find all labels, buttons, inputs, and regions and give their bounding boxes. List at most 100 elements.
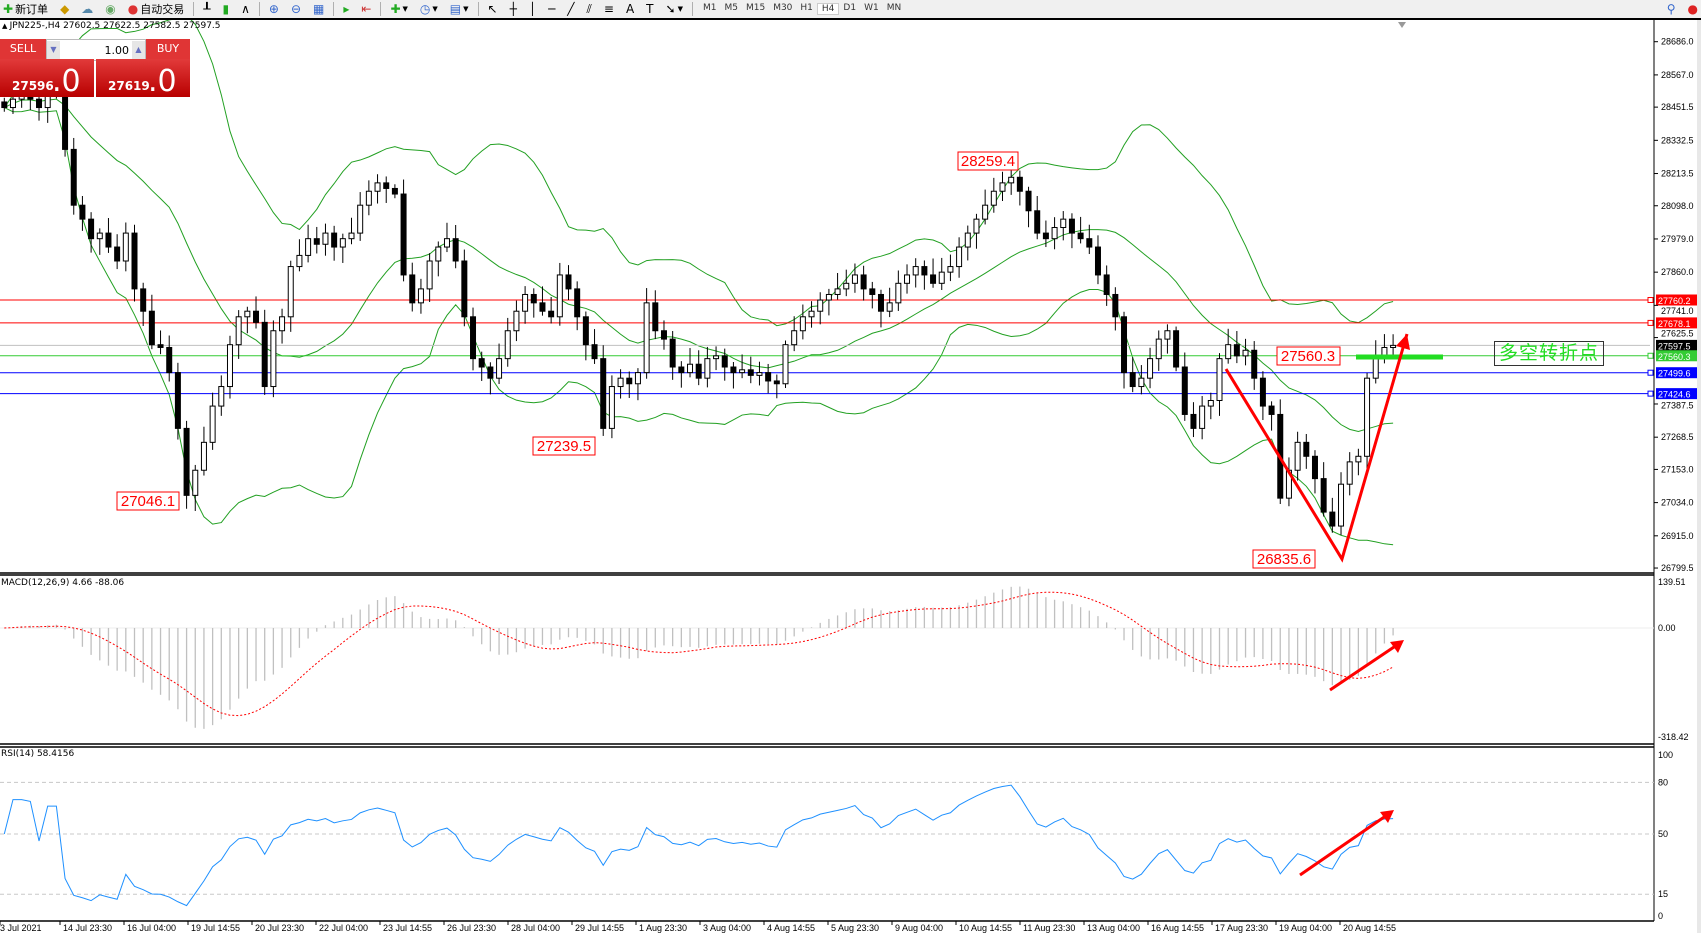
timeframe-m30[interactable]: M30 xyxy=(773,3,793,13)
notification-icon: ● xyxy=(1687,2,1698,16)
time-tick-label: 16 Jul 04:00 xyxy=(127,923,176,933)
lot-size-stepper[interactable]: ▼ ▲ xyxy=(46,39,146,61)
autoscroll-button[interactable]: ▸ xyxy=(340,1,352,17)
auto-trading-button[interactable]: ● 自动交易 xyxy=(125,1,187,17)
rsi-arrow[interactable] xyxy=(1299,811,1391,877)
buy-price-button[interactable]: 27619 .0 xyxy=(96,59,190,99)
signals-button[interactable]: ◉ xyxy=(102,1,118,17)
time-tick-label: 10 Aug 14:55 xyxy=(959,923,1012,933)
price-tick-label: 27034.0 xyxy=(1661,498,1694,508)
toolbar: ✚ 新订单 ◆ ☁ ◉ ● 自动交易 ┸ ▮ ∧ ⊕ ⊖ ▦ ▸ ⇤ ✚ ▼ ◷ ▼ ▤… xyxy=(0,0,1701,20)
horizontal-line-button[interactable]: ─ xyxy=(545,1,558,17)
rsi-tick-label: 15 xyxy=(1658,889,1668,899)
sell-price: 27596 xyxy=(12,79,54,93)
lot-increase-button[interactable]: ▲ xyxy=(132,41,145,59)
channel-icon: ⫽ xyxy=(586,2,592,16)
templates-button[interactable]: ▤ ▼ xyxy=(447,1,472,17)
text-button[interactable]: A xyxy=(623,1,637,17)
vertical-line-button[interactable]: │ xyxy=(526,1,539,17)
cursor-button[interactable]: ↖ xyxy=(485,1,501,17)
text-label-button[interactable]: T xyxy=(643,1,656,17)
price-tick-label: 26799.5 xyxy=(1661,563,1694,573)
timeframe-mn[interactable]: MN xyxy=(886,3,902,13)
label-low1[interactable]: 27046.1 xyxy=(116,491,180,511)
mailbox-button[interactable]: ☁ xyxy=(78,1,96,17)
new-order-label: 新订单 xyxy=(15,3,49,16)
time-tick-label: 14 Jul 23:30 xyxy=(63,923,112,933)
zoom-in-button[interactable]: ⊕ xyxy=(266,1,282,17)
candle-bull xyxy=(556,274,563,318)
zoom-out-button[interactable]: ⊖ xyxy=(288,1,304,17)
label-low2[interactable]: 27239.5 xyxy=(532,436,596,456)
candle-bull xyxy=(1242,349,1249,357)
candle-bear xyxy=(600,358,607,429)
candle-bear xyxy=(539,302,546,312)
sell-button[interactable]: SELL xyxy=(0,39,46,60)
candle-bull xyxy=(973,218,980,234)
line-chart-button[interactable]: ∧ xyxy=(238,1,253,17)
trendline-button[interactable]: ╱ xyxy=(564,1,577,17)
pivot-text-label[interactable]: 多空转折点 xyxy=(1494,341,1604,366)
label-low3[interactable]: 26835.6 xyxy=(1252,549,1316,569)
new-order-button[interactable]: ✚ 新订单 xyxy=(0,1,51,17)
candle-bull xyxy=(322,232,329,245)
search-button[interactable]: ⚲ xyxy=(1664,1,1679,17)
label-high[interactable]: 28259.4 xyxy=(957,151,1019,171)
chart-shift-button[interactable]: ⇤ xyxy=(358,1,374,17)
notifications-button[interactable]: ● xyxy=(1685,1,1701,17)
time-tick-label: 3 Aug 04:00 xyxy=(703,923,751,933)
candle-bull xyxy=(96,232,103,240)
candle-bear xyxy=(1259,377,1266,407)
grid-icon: ▦ xyxy=(313,2,325,16)
candle-bear xyxy=(574,288,581,318)
candle-bull xyxy=(279,316,286,332)
periods-button[interactable]: ◷ ▼ xyxy=(417,1,441,17)
plus-icon: ✚ xyxy=(3,2,14,16)
bar-chart-button[interactable]: ┸ xyxy=(200,1,213,17)
timeframe-h1[interactable]: H1 xyxy=(800,3,813,13)
timeframe-m1[interactable]: M1 xyxy=(702,3,717,13)
fibonacci-button[interactable]: ≡ xyxy=(601,1,617,17)
collapse-icon[interactable]: ▲ xyxy=(2,22,10,30)
lot-size-input[interactable] xyxy=(60,43,132,57)
buy-button[interactable]: BUY xyxy=(146,39,190,60)
candle-bear xyxy=(1329,511,1336,527)
timeframe-d1[interactable]: D1 xyxy=(843,3,857,13)
timeframe-h4[interactable]: H4 xyxy=(816,3,840,15)
lot-decrease-button[interactable]: ▼ xyxy=(47,41,60,59)
candle-bull xyxy=(496,358,503,379)
candle-bear xyxy=(652,302,659,332)
candle-bull xyxy=(1355,455,1362,463)
indicators-button[interactable]: ✚ ▼ xyxy=(387,1,410,17)
v-reversal-arrow[interactable] xyxy=(1224,333,1409,563)
candle-bull xyxy=(209,405,216,443)
rsi-tick-label: 100 xyxy=(1658,750,1673,760)
divider xyxy=(477,2,479,16)
arrows-button[interactable]: ➘ ▼ xyxy=(663,1,686,17)
time-tick-label: 20 Aug 14:55 xyxy=(1343,923,1396,933)
candle-bull xyxy=(990,190,997,206)
timeframe-w1[interactable]: W1 xyxy=(864,3,879,13)
book-icon: ◆ xyxy=(60,2,70,16)
horizontal-levels[interactable]: 27760.227678.127597.527560.327499.627424… xyxy=(0,294,1699,400)
metaeditor-button[interactable]: ◆ xyxy=(57,1,72,17)
level-price-tag xyxy=(1656,388,1699,400)
candle-chart-button[interactable]: ▮ xyxy=(220,1,233,17)
timeframe-m5[interactable]: M5 xyxy=(724,3,738,13)
crosshair-button[interactable]: ┼ xyxy=(507,1,520,17)
timeframe-m15[interactable]: M15 xyxy=(745,3,766,13)
annotations[interactable]: 28259.4 27046.1 27239.5 26835.6 27560.3 xyxy=(116,151,1443,877)
macd-arrow[interactable] xyxy=(1329,641,1401,692)
candle-bear xyxy=(1311,455,1318,480)
label-pivot[interactable]: 27560.3 xyxy=(1276,346,1341,366)
plus-icon: ✚ xyxy=(390,2,401,16)
candle-bear xyxy=(261,321,268,388)
candle-bull xyxy=(982,204,989,220)
candle-bull xyxy=(226,344,233,388)
sell-price-button[interactable]: 27596 .0 xyxy=(0,59,94,99)
candle-bull xyxy=(799,316,806,332)
equidistant-channel-button[interactable]: ⫽ xyxy=(584,1,595,17)
time-tick-label: 26 Jul 23:30 xyxy=(447,923,496,933)
tile-windows-button[interactable]: ▦ xyxy=(310,1,327,17)
